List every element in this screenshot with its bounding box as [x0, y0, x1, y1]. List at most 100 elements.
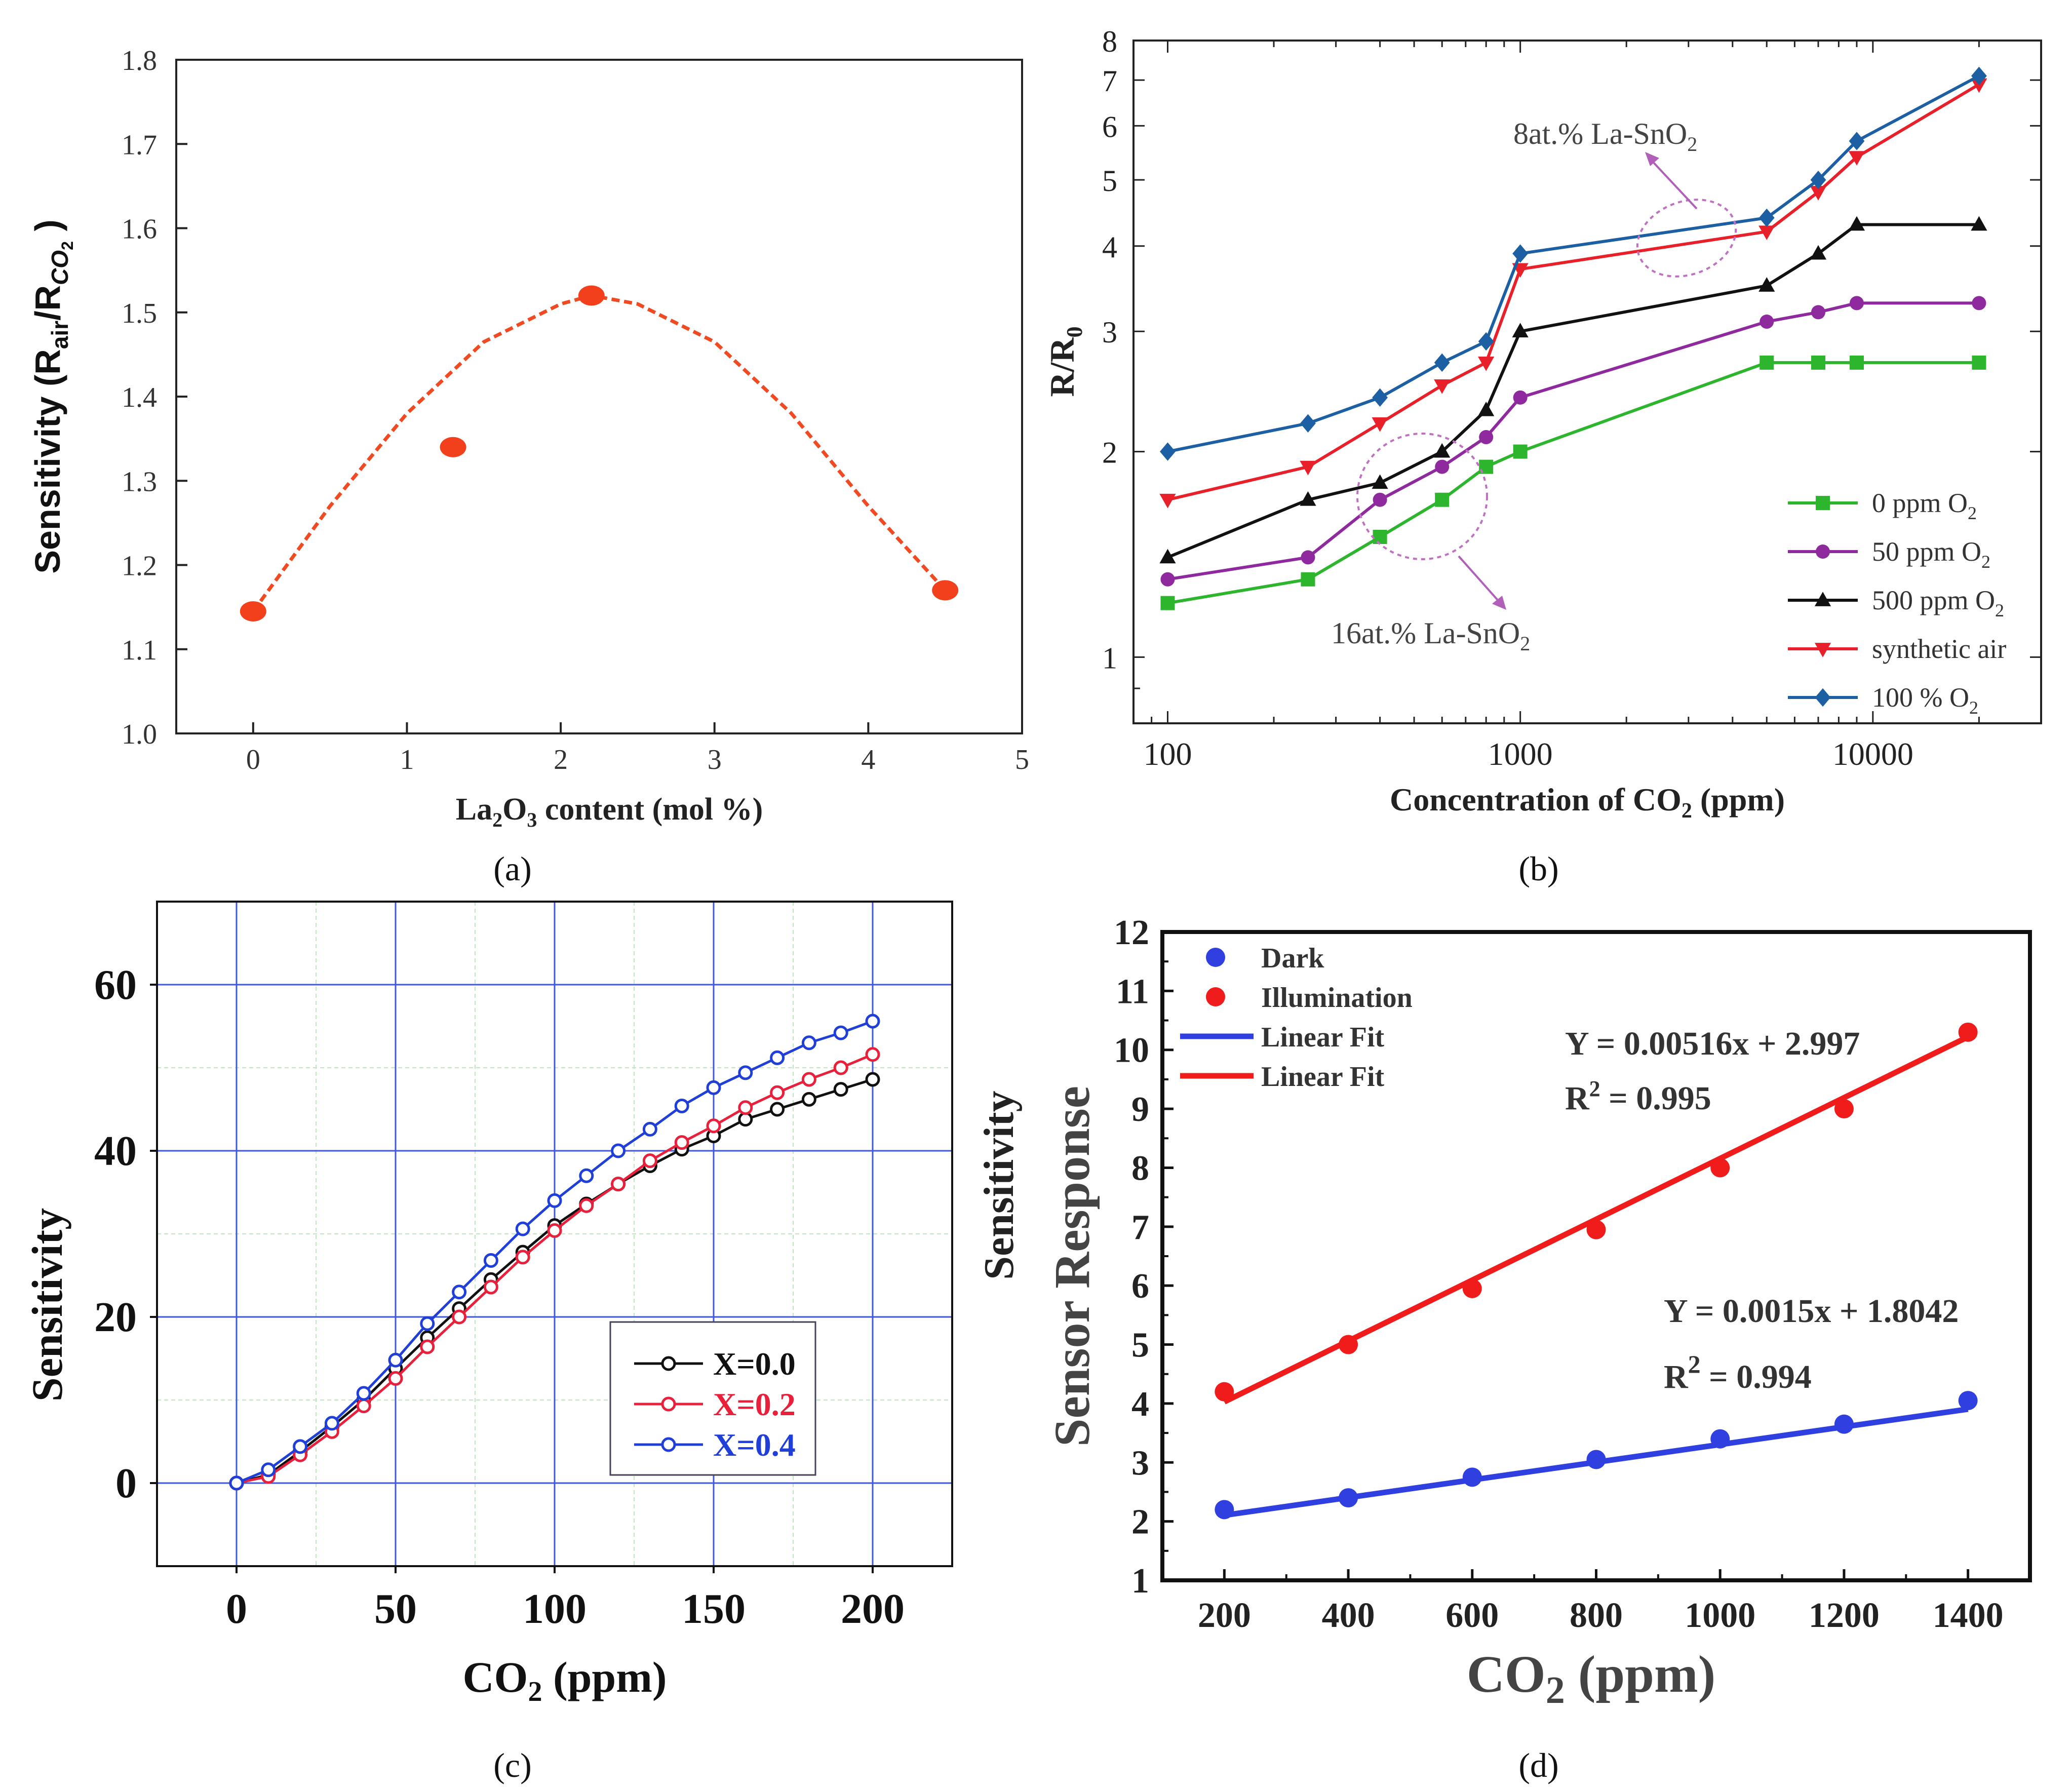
legend-label: Dark: [1261, 943, 1324, 974]
x-label-part: CO: [462, 1653, 528, 1701]
x-tick-label: 50: [374, 1585, 417, 1632]
data-point: [1834, 1099, 1854, 1119]
caption-b: (b): [1518, 849, 1558, 888]
legend-marker: [661, 1437, 676, 1452]
data-point: [240, 601, 266, 621]
legend-label: Linear Fit: [1261, 1061, 1385, 1093]
data-point: [1811, 305, 1825, 320]
data-point: [1462, 1467, 1482, 1487]
data-point: [611, 1177, 626, 1192]
data-point: [1758, 208, 1775, 227]
y-tick-label: 7: [1102, 64, 1117, 98]
legend-sub: 2: [1968, 503, 1977, 523]
data-point: [770, 1085, 785, 1100]
legend-part: 500 ppm O: [1872, 585, 1995, 615]
data-point: [1479, 430, 1494, 445]
data-point: [440, 437, 466, 457]
x-label-sub: 2: [492, 808, 502, 831]
y-tick-label: 10: [1114, 1031, 1149, 1070]
data-point: [1958, 1391, 1978, 1411]
x-label-part: Concentration of CO: [1390, 782, 1682, 818]
data-point: [1513, 444, 1528, 459]
data-point: [579, 1168, 594, 1183]
y-tick-label: 1.0: [122, 719, 157, 750]
y-tick-label: 4: [1131, 1385, 1149, 1424]
data-point: [770, 1102, 785, 1117]
legend-marker: [1816, 496, 1830, 510]
x-tick-label: 3: [708, 744, 722, 775]
x-label-part: (ppm): [542, 1653, 667, 1701]
data-point: [420, 1316, 435, 1331]
x-tick-label: 800: [1570, 1596, 1623, 1635]
legend-box: [609, 1321, 816, 1476]
annotation-label: 8at.% La-SnO2: [1513, 117, 1697, 156]
legend-marker: [1206, 948, 1225, 967]
data-point: [1300, 491, 1316, 506]
plot-frame: [175, 59, 1023, 734]
x-tick-label: 1000: [1685, 1596, 1755, 1635]
legend-sub: 2: [1981, 552, 1990, 572]
data-point: [674, 1135, 689, 1150]
data-point: [1300, 460, 1316, 476]
annotation-arrow: [1651, 160, 1698, 210]
legend-marker: [1814, 592, 1831, 606]
x-label-part: content (mol %): [537, 792, 763, 827]
data-point: [611, 1143, 626, 1158]
y-tick-label: 6: [1131, 1267, 1149, 1306]
caption-a: (a): [493, 849, 531, 888]
annotation-sup: 2: [1589, 1076, 1600, 1101]
data-point: [1971, 78, 1987, 93]
annotation-label: R2 = 0.995: [1565, 1076, 1711, 1117]
y-tick-label: 11: [1116, 972, 1149, 1011]
data-point: [579, 1198, 594, 1213]
y-tick-label: 1.8: [122, 45, 157, 76]
x-label-sub: 2: [528, 1676, 542, 1707]
data-point: [293, 1439, 308, 1454]
fit-curve: [251, 293, 947, 613]
annotation-label: 16at.% La-SnO2: [1331, 616, 1530, 655]
data-point: [1372, 474, 1388, 489]
annotation-ellipse: [1356, 433, 1488, 560]
x-tick-label: 0: [226, 1585, 247, 1632]
data-point: [738, 1065, 753, 1080]
x-tick-label: 400: [1322, 1596, 1375, 1635]
y-label-part: R/R: [1043, 337, 1081, 397]
data-point: [706, 1080, 721, 1095]
data-point: [1834, 1414, 1854, 1434]
annotation-label: R2 = 0.994: [1664, 1350, 1812, 1395]
data-point: [1159, 493, 1176, 509]
data-point: [547, 1193, 562, 1208]
annotation-part: 16at.% La-SnO: [1331, 616, 1520, 650]
y-axis-label: Sensitivity: [23, 1208, 71, 1402]
data-point: [706, 1118, 721, 1134]
caption-c: (c): [493, 1746, 531, 1784]
data-point: [1215, 1500, 1234, 1520]
data-point: [356, 1386, 371, 1401]
x-tick-label: 5: [1015, 744, 1029, 775]
panel-c-chart: 0 20 40 60 0 50 100 150 200 X=0.0 X=0.2 X=0.4 CO2 (p…: [23, 901, 953, 1707]
data-point: [1810, 186, 1827, 201]
y-label-sub: 2: [58, 241, 76, 250]
data-point: [1372, 417, 1388, 432]
y-tick-label: 40: [94, 1128, 137, 1175]
data-point: [865, 1014, 880, 1029]
data-point: [1478, 332, 1494, 351]
y-tick-label: 2: [1131, 1503, 1149, 1542]
x-tick-label: 10000: [1832, 736, 1913, 772]
x-label-part: (ppm): [1565, 1645, 1716, 1703]
annotation-part: R: [1565, 1080, 1590, 1117]
data-point: [1849, 132, 1865, 150]
data-point: [674, 1098, 689, 1113]
data-point: [1301, 550, 1315, 565]
legend-part: 0 ppm O: [1872, 488, 1968, 518]
data-point: [1300, 414, 1316, 433]
data-point: [1758, 225, 1775, 241]
data-point: [833, 1025, 848, 1040]
x-label-part: La: [456, 792, 492, 827]
data-point: [547, 1223, 562, 1238]
data-point: [1372, 388, 1388, 407]
data-point: [229, 1475, 244, 1491]
x-tick-label: 1: [400, 744, 414, 775]
data-point: [1513, 390, 1528, 405]
